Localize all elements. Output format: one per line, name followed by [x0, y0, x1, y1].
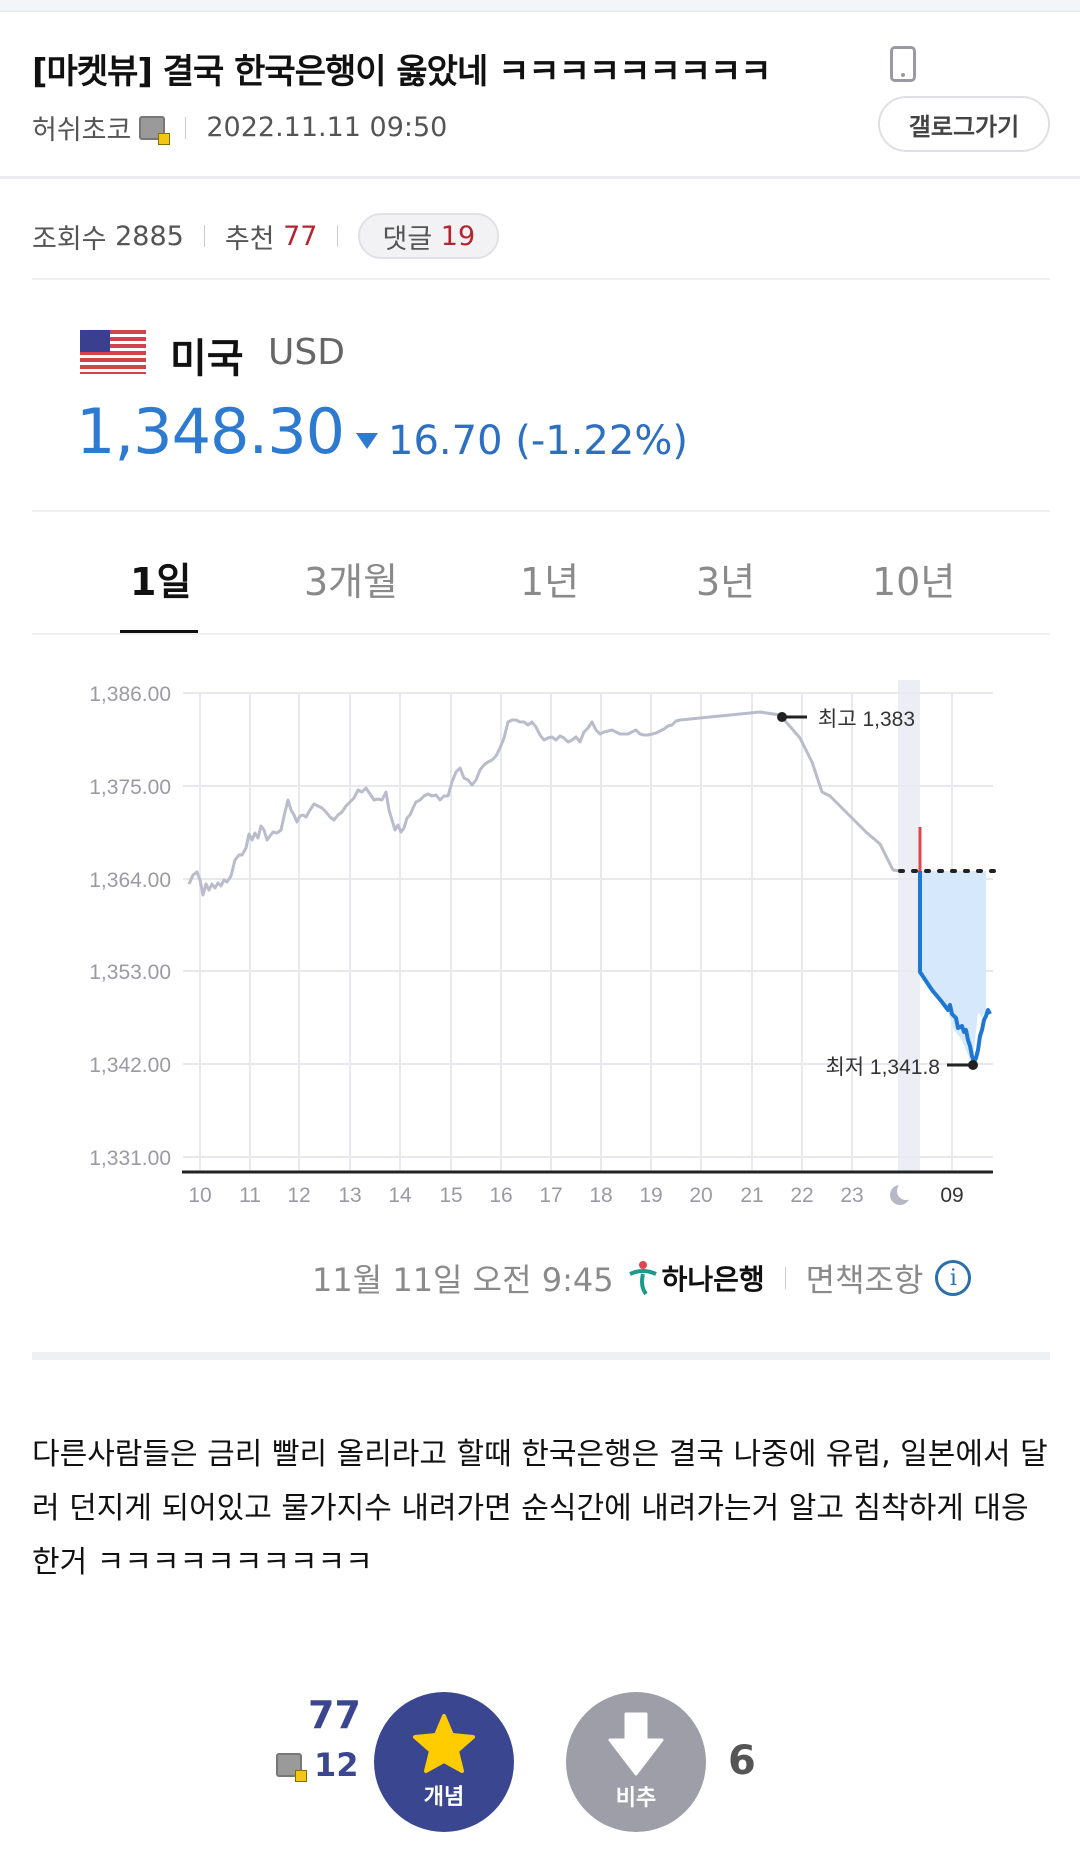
gallog-button[interactable]: 갤로그가기	[878, 96, 1050, 152]
change-value: 16.70 (-1.22%)	[388, 418, 688, 464]
active-tab-indicator	[120, 630, 198, 634]
info-icon[interactable]: i	[935, 1260, 972, 1296]
svg-text:19: 19	[639, 1184, 662, 1207]
down-triangle-icon	[356, 433, 378, 449]
upvote-button[interactable]: 개념	[374, 1692, 514, 1832]
tab-10years[interactable]: 10년	[872, 560, 956, 604]
svg-text:1,342.00: 1,342.00	[89, 1054, 171, 1077]
today-fill-area	[920, 871, 986, 1064]
tab-3months[interactable]: 3개월	[304, 560, 399, 604]
prev-day-line	[187, 710, 901, 897]
svg-text:14: 14	[388, 1184, 412, 1207]
post-stats: 조회수 2885 추천 77 댓글 19	[32, 213, 500, 259]
fixed-nick-icon	[139, 115, 171, 145]
svg-text:18: 18	[589, 1184, 612, 1207]
tabs-divider	[32, 633, 1050, 635]
fixed-nick-count: 12	[314, 1746, 359, 1784]
night-band	[898, 680, 920, 1172]
downvote-label: 비추	[615, 1786, 657, 1811]
low-annotation: 최저 1,341.8	[825, 1056, 978, 1079]
post-body: 다른사람들은 금리 빨리 올리라고 할때 한국은행은 결국 나중에 유럽, 일본…	[32, 1437, 1048, 1580]
y-axis-labels: 1,386.00 1,375.00 1,364.00 1,353.00 1,34…	[89, 683, 171, 1170]
bank-name: 하나은행	[661, 1263, 765, 1296]
svg-text:11: 11	[239, 1184, 261, 1207]
star-icon	[413, 1714, 475, 1773]
tab-1day[interactable]: 1일	[130, 560, 192, 604]
views-count: 2885	[115, 220, 184, 252]
svg-text:1,364.00: 1,364.00	[89, 869, 171, 892]
svg-text:최고 1,383: 최고 1,383	[818, 708, 915, 731]
post-datetime: 2022.11.11 09:50	[206, 112, 448, 143]
top-bar	[0, 0, 1080, 12]
recommend-count: 77	[283, 220, 318, 252]
fixed-nick-upvotes: 12	[276, 1746, 359, 1784]
downvote-button[interactable]: 비추	[566, 1692, 706, 1832]
divider	[185, 116, 187, 139]
x-axis-labels: 10 11 12 13 14 15 16 17 18 19 20 21 22 2…	[188, 1184, 963, 1207]
post-title: [마켓뷰] 결국 한국은행이 옳았네 ㅋㅋㅋㅋㅋㅋㅋㅋㅋ	[32, 52, 772, 92]
tab-1year[interactable]: 1년	[520, 560, 580, 604]
recommend-label: 추천	[224, 223, 275, 255]
svg-text:1,375.00: 1,375.00	[89, 776, 171, 799]
svg-text:23: 23	[840, 1184, 863, 1207]
hana-bank-icon	[628, 1261, 657, 1296]
card-divider	[32, 510, 1050, 512]
comments-label: 댓글	[382, 223, 433, 255]
v-gridlines	[199, 693, 953, 1172]
header-divider	[0, 176, 1080, 179]
tab-3years[interactable]: 3년	[696, 560, 756, 604]
svg-text:21: 21	[740, 1184, 763, 1207]
downvote-count: 6	[728, 1738, 756, 1784]
svg-text:13: 13	[338, 1184, 361, 1207]
upvote-label: 개념	[423, 1785, 465, 1810]
chart-footer: 11월 11일 오전 9:45 하나은행 면책조항 i	[312, 1255, 972, 1301]
author-name[interactable]: 허쉬초코	[32, 115, 132, 146]
card-divider	[32, 278, 1050, 280]
svg-text:16: 16	[489, 1184, 512, 1207]
divider	[784, 1267, 786, 1289]
exchange-rate-chart[interactable]: 1,386.00 1,375.00 1,364.00 1,353.00 1,34…	[0, 640, 1080, 1220]
divider	[203, 225, 205, 247]
country-name: 미국	[170, 336, 244, 382]
svg-text:12: 12	[287, 1184, 310, 1207]
hana-bank-logo: 하나은행	[628, 1258, 765, 1298]
svg-text:1,353.00: 1,353.00	[89, 961, 171, 984]
down-arrow-icon	[608, 1712, 664, 1776]
high-annotation: 최고 1,383	[777, 708, 915, 731]
svg-text:15: 15	[439, 1184, 462, 1207]
upvote-count: 77	[308, 1693, 361, 1737]
svg-text:17: 17	[539, 1184, 562, 1207]
card-bottom-edge	[32, 1352, 1050, 1360]
period-tabs: 1일 3개월 1년 3년 10년	[32, 545, 1050, 635]
mobile-icon	[890, 46, 916, 82]
divider	[337, 225, 339, 247]
us-flag-icon	[80, 330, 146, 374]
svg-text:10: 10	[188, 1184, 211, 1207]
views-label: 조회수	[32, 223, 107, 255]
comments-button[interactable]: 댓글 19	[358, 213, 500, 259]
comments-count: 19	[440, 220, 476, 252]
h-gridlines	[183, 692, 993, 1158]
update-timestamp: 11월 11일 오전 9:45	[312, 1261, 614, 1299]
svg-text:1,386.00: 1,386.00	[89, 683, 171, 706]
rate-change: 16.70 (-1.22%)	[356, 418, 688, 464]
svg-text:1,331.00: 1,331.00	[89, 1147, 171, 1170]
svg-text:20: 20	[689, 1184, 712, 1207]
currency-code: USD	[268, 332, 345, 373]
moon-icon	[890, 1182, 915, 1205]
post-meta: 허쉬초코 2022.11.11 09:50	[32, 108, 447, 147]
svg-text:22: 22	[790, 1184, 813, 1207]
exchange-rate: 1,348.30	[76, 395, 345, 468]
today-line	[918, 871, 992, 1064]
vote-area: 77 12 개념 비추 6	[0, 1690, 1080, 1853]
svg-text:09: 09	[940, 1184, 963, 1207]
svg-text:최저 1,341.8: 최저 1,341.8	[825, 1056, 940, 1079]
disclaimer-link[interactable]: 면책조항	[805, 1261, 924, 1299]
fixed-nick-icon	[276, 1753, 307, 1782]
